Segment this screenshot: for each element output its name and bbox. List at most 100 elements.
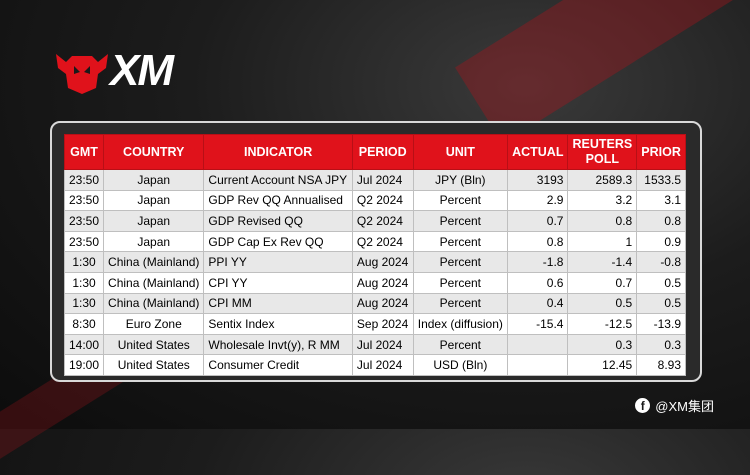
cell-poll: 12.45 (567, 354, 638, 376)
cell-unit: Percent (412, 292, 509, 315)
header-actual: ACTUAL (507, 134, 569, 170)
social-footer: f @XM集团 (635, 396, 714, 415)
cell-period: Aug 2024 (351, 292, 414, 315)
cell-country: United States (103, 333, 205, 356)
xm-logo: XM (52, 44, 202, 98)
cell-indicator: PPI YY (203, 251, 353, 273)
cell-actual: 0.7 (507, 210, 569, 232)
cell-poll: 1 (567, 230, 638, 253)
cell-prior: 3.1 (636, 189, 686, 212)
cell-gmt: 23:50 (63, 210, 105, 232)
cell-actual (507, 354, 569, 376)
cell-actual: -15.4 (507, 313, 569, 335)
cell-period: Jul 2024 (351, 333, 414, 356)
cell-prior: 0.5 (636, 271, 686, 294)
cell-country: Japan (103, 169, 205, 191)
cell-unit: Percent (412, 333, 509, 356)
cell-actual: 3193 (507, 169, 569, 191)
table-header-row: GMT COUNTRY INDICATOR PERIOD UNIT ACTUAL… (63, 134, 686, 170)
cell-gmt: 1:30 (63, 251, 105, 273)
cell-country: United States (103, 354, 205, 376)
cell-indicator: GDP Rev QQ Annualised (203, 189, 353, 212)
header-gmt: GMT (63, 134, 105, 170)
cell-gmt: 8:30 (63, 313, 105, 335)
cell-prior: 0.3 (636, 333, 686, 356)
cell-poll: -12.5 (567, 313, 638, 335)
cell-country: Japan (103, 230, 205, 253)
cell-unit: Percent (412, 230, 509, 253)
table-row: 23:50 Japan GDP Cap Ex Rev QQ Q2 2024 Percen… (63, 230, 686, 253)
cell-unit: Percent (412, 251, 509, 273)
header-reuters-poll: REUTERS POLL (567, 134, 638, 170)
cell-period: Sep 2024 (351, 313, 414, 335)
cell-period: Jul 2024 (351, 354, 414, 376)
cell-actual: 2.9 (507, 189, 569, 212)
table-row: 1:30 China (Mainland) CPI MM Aug 2024 Percen… (63, 292, 686, 315)
cell-period: Q2 2024 (351, 189, 414, 212)
header-country: COUNTRY (103, 134, 205, 170)
header-prior: PRIOR (636, 134, 686, 170)
cell-gmt: 14:00 (63, 333, 105, 356)
cell-poll: 3.2 (567, 189, 638, 212)
cell-indicator: GDP Cap Ex Rev QQ (203, 230, 353, 253)
cell-country: Japan (103, 210, 205, 232)
cell-actual: 0.4 (507, 292, 569, 315)
cell-period: Aug 2024 (351, 251, 414, 273)
cell-poll: 2589.3 (567, 169, 638, 191)
cell-indicator: Sentix Index (203, 313, 353, 335)
cell-indicator: GDP Revised QQ (203, 210, 353, 232)
table-row: 8:30 Euro Zone Sentix Index Sep 2024 Index (… (63, 313, 686, 335)
cell-poll: 0.5 (567, 292, 638, 315)
cell-gmt: 19:00 (63, 354, 105, 376)
cell-indicator: Current Account NSA JPY (203, 169, 353, 191)
table-row: 1:30 China (Mainland) CPI YY Aug 2024 Percen… (63, 271, 686, 294)
cell-unit: Percent (412, 189, 509, 212)
cell-indicator: CPI YY (203, 271, 353, 294)
cell-prior: -13.9 (636, 313, 686, 335)
cell-unit: JPY (Bln) (412, 169, 509, 191)
cell-indicator: CPI MM (203, 292, 353, 315)
cell-period: Q2 2024 (351, 210, 414, 232)
header-indicator: INDICATOR (203, 134, 353, 170)
cell-indicator: Wholesale Invt(y), R MM (203, 333, 353, 356)
cell-country: Euro Zone (103, 313, 205, 335)
logo-text: XM (110, 46, 174, 95)
cell-poll: 0.7 (567, 271, 638, 294)
cell-prior: 0.8 (636, 210, 686, 232)
cell-prior: 1533.5 (636, 169, 686, 191)
table-row: 14:00 United States Wholesale Invt(y), R M… (63, 333, 686, 356)
cell-actual: 0.6 (507, 271, 569, 294)
cell-gmt: 23:50 (63, 189, 105, 212)
cell-indicator: Consumer Credit (203, 354, 353, 376)
cell-gmt: 23:50 (63, 169, 105, 191)
cell-actual: 0.8 (507, 230, 569, 253)
cell-actual (507, 333, 569, 356)
social-handle: @XM集团 (655, 399, 714, 414)
header-period: PERIOD (351, 134, 414, 170)
economic-calendar-table: GMT COUNTRY INDICATOR PERIOD UNIT ACTUAL… (63, 134, 686, 376)
cell-period: Q2 2024 (351, 230, 414, 253)
cell-unit: Percent (412, 210, 509, 232)
cell-prior: 0.5 (636, 292, 686, 315)
table-row: 23:50 Japan GDP Rev QQ Annualised Q2 2024 Pe… (63, 189, 686, 212)
cell-gmt: 23:50 (63, 230, 105, 253)
cell-prior: 0.9 (636, 230, 686, 253)
cell-prior: -0.8 (636, 251, 686, 273)
cell-country: Japan (103, 189, 205, 212)
cell-poll: 0.8 (567, 210, 638, 232)
cell-period: Aug 2024 (351, 271, 414, 294)
bull-icon (56, 54, 108, 94)
cell-prior: 8.93 (636, 354, 686, 376)
facebook-icon: f (635, 398, 651, 413)
cell-unit: USD (Bln) (412, 354, 509, 376)
cell-unit: Index (diffusion) (412, 313, 509, 335)
header-unit: UNIT (412, 134, 509, 170)
cell-period: Jul 2024 (351, 169, 414, 191)
cell-unit: Percent (412, 271, 509, 294)
cell-poll: 0.3 (567, 333, 638, 356)
cell-actual: -1.8 (507, 251, 569, 273)
table-row: 19:00 United States Consumer Credit Jul 202… (63, 354, 686, 376)
cell-country: China (Mainland) (103, 292, 205, 315)
cell-country: China (Mainland) (103, 251, 205, 273)
cell-gmt: 1:30 (63, 271, 105, 294)
